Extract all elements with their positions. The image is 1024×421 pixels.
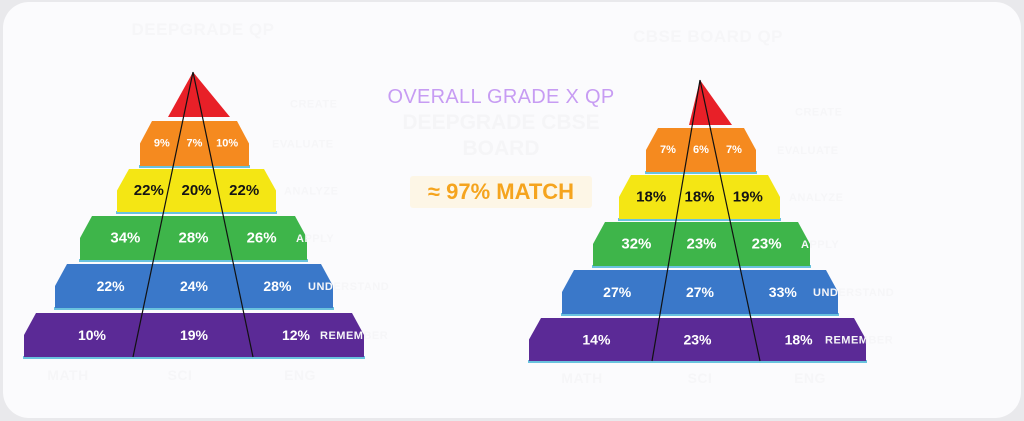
- cell-value: 33%: [769, 284, 798, 300]
- column-divider: [132, 71, 194, 358]
- pyramid-cbse: CBSE BOARD QP CREATE EVALUATE ANALYZE APPLY U…: [528, 27, 894, 386]
- level-label: REMEMBER: [825, 335, 893, 347]
- level-band-evaluate: [140, 121, 249, 166]
- level-label: UNDERSTAND: [308, 281, 389, 293]
- band-shadow: [116, 211, 277, 214]
- column-divider: [192, 71, 254, 358]
- center-subtitle: DEEPGRADE CBSE BOARD: [402, 111, 600, 160]
- cell-value: 22%: [134, 182, 164, 199]
- level-label: ANALYZE: [789, 192, 843, 204]
- center-title: OVERALL GRADE X QP: [387, 86, 615, 108]
- cell-value: 18%: [636, 189, 666, 206]
- match-badge: ≈ 97% MATCH: [410, 176, 592, 208]
- level-band-analyze: [117, 169, 276, 212]
- level-band-create: [689, 80, 732, 125]
- cell-value: 28%: [178, 230, 208, 247]
- cell-value: 10%: [78, 327, 107, 343]
- cell-value: 14%: [582, 332, 611, 348]
- cell-value: 19%: [180, 327, 209, 343]
- cell-value: 22%: [97, 278, 126, 294]
- cell-value: 27%: [603, 284, 632, 300]
- subject-label: SCI: [688, 370, 713, 386]
- band-shadow: [23, 356, 365, 359]
- cell-value: 22%: [229, 182, 259, 199]
- pyramid-title: DEEPGRADE QP: [132, 20, 275, 39]
- pyramid-title: CBSE BOARD QP: [633, 27, 783, 46]
- subject-label: SCI: [168, 367, 193, 383]
- level-band-remember: [24, 313, 364, 357]
- cell-value: 20%: [181, 182, 211, 199]
- cell-value: 34%: [110, 230, 140, 247]
- band-shadow: [528, 360, 867, 363]
- level-label: EVALUATE: [272, 139, 334, 151]
- subject-label: ENG: [794, 370, 826, 386]
- level-band-evaluate: [646, 128, 756, 172]
- level-band-apply: [80, 216, 307, 260]
- cell-value: 9%: [154, 138, 170, 150]
- level-band-create: [168, 72, 230, 117]
- cell-value: 28%: [263, 278, 292, 294]
- level-band-understand: [55, 264, 333, 308]
- level-band-analyze: [619, 175, 780, 219]
- cell-value: 27%: [686, 284, 715, 300]
- cell-value: 23%: [752, 236, 782, 253]
- level-label: UNDERSTAND: [813, 287, 894, 299]
- cell-value: 18%: [785, 332, 814, 348]
- cell-value: 10%: [216, 138, 238, 150]
- level-band-understand: [562, 270, 838, 314]
- subject-label: MATH: [561, 370, 602, 386]
- subject-label: ENG: [284, 367, 316, 383]
- cell-value: 12%: [282, 327, 311, 343]
- pyramid-deepgrade: DEEPGRADE QP CREATE EVALUATE ANALYZE APPLY UN…: [23, 20, 389, 383]
- level-band-remember: [529, 318, 866, 361]
- band-shadow: [592, 265, 811, 268]
- cell-value: 32%: [621, 236, 651, 253]
- level-label: EVALUATE: [777, 145, 839, 157]
- cell-value: 26%: [247, 230, 277, 247]
- cell-value: 23%: [683, 332, 712, 348]
- band-shadow: [54, 307, 334, 310]
- level-label: CREATE: [795, 107, 842, 119]
- band-shadow: [645, 171, 757, 174]
- level-label: APPLY: [296, 233, 334, 245]
- subject-label: MATH: [47, 367, 88, 383]
- cell-value: 7%: [660, 144, 676, 156]
- level-label: APPLY: [801, 239, 839, 251]
- band-shadow: [561, 313, 839, 316]
- level-band-apply: [593, 222, 810, 266]
- cell-value: 23%: [686, 236, 716, 253]
- cell-value: 19%: [733, 189, 763, 206]
- cell-value: 18%: [684, 189, 714, 206]
- cell-value: 24%: [180, 278, 209, 294]
- column-divider: [651, 79, 701, 362]
- cell-value: 7%: [726, 144, 742, 156]
- level-label: REMEMBER: [320, 330, 388, 342]
- level-label: ANALYZE: [284, 186, 338, 198]
- band-shadow: [139, 165, 250, 168]
- cell-value: 6%: [693, 144, 709, 156]
- column-divider: [699, 79, 761, 362]
- band-shadow: [79, 259, 308, 262]
- cell-value: 7%: [187, 138, 203, 150]
- band-shadow: [618, 218, 781, 221]
- level-label: CREATE: [290, 99, 337, 111]
